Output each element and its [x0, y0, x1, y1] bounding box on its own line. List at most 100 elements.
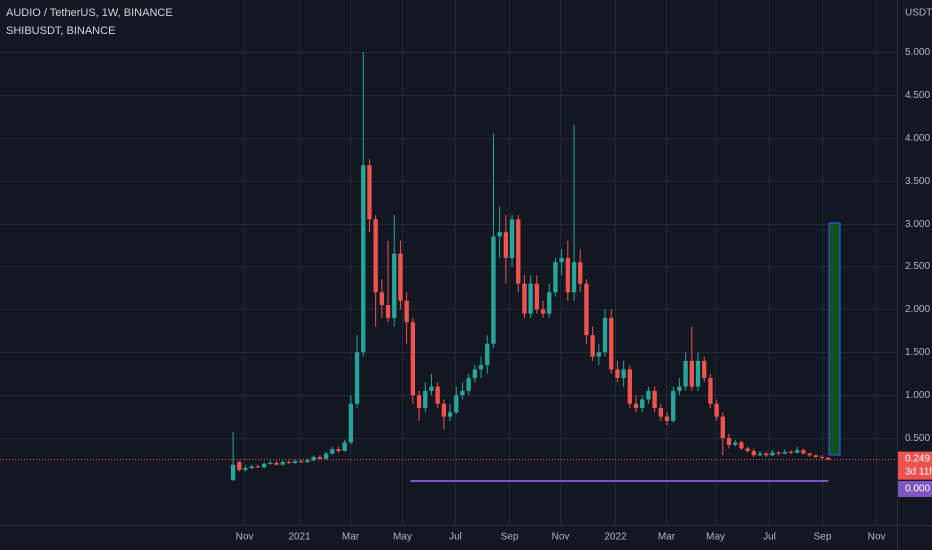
candle-body — [367, 165, 372, 220]
chart-title: AUDIO / TetherUS, 1W, BINANCE — [6, 7, 173, 19]
candle-body — [764, 453, 769, 456]
candle-body — [708, 378, 713, 404]
candle-body — [404, 300, 409, 323]
candle-body — [472, 369, 478, 379]
candle-body — [633, 403, 639, 409]
x-tick-label: Nov — [236, 532, 254, 543]
candle-body — [664, 416, 670, 421]
y-tick-label: 1.000 — [905, 390, 930, 401]
candle-body — [640, 399, 645, 409]
candle-body — [447, 412, 453, 417]
candle-body — [795, 450, 800, 453]
y-tick-label: 0.500 — [905, 433, 930, 444]
candle-body — [584, 283, 589, 336]
overlay-legend: SHIBUSDT, BINANCE — [6, 25, 115, 37]
y-tick-label: 2.500 — [905, 261, 930, 272]
candle-body — [478, 365, 484, 370]
candle-body — [788, 451, 794, 453]
candle-body — [757, 453, 763, 456]
candle-body — [317, 456, 323, 459]
candle-body — [720, 416, 725, 439]
candle-body — [652, 390, 657, 409]
candle-body — [398, 253, 403, 301]
candle-body — [813, 455, 818, 457]
candle-body — [609, 317, 614, 370]
drawn-rectangle — [828, 222, 841, 456]
candle-body — [807, 453, 812, 456]
candle-body — [559, 257, 564, 263]
candle-body — [305, 460, 310, 463]
candle-body — [503, 232, 509, 258]
candle-body — [323, 453, 329, 459]
y-tick-label: 3.000 — [905, 219, 930, 230]
y-tick-label: 3.500 — [905, 176, 930, 187]
candle-body — [416, 395, 422, 409]
candle-body — [497, 232, 502, 237]
candle-body — [627, 369, 632, 404]
candle-body — [243, 468, 248, 470]
candle-body — [658, 408, 663, 417]
candle-body — [689, 360, 694, 387]
candle-body — [739, 442, 744, 449]
y-tick-label: 2.000 — [905, 304, 930, 315]
candle-body — [342, 442, 347, 451]
x-tick-label: 2021 — [288, 532, 311, 543]
candle-body — [516, 219, 521, 284]
x-tick-label: Nov — [552, 532, 570, 543]
candle-body — [646, 390, 651, 400]
candle-body — [261, 463, 267, 468]
candle-body — [621, 369, 626, 379]
candle-body — [255, 466, 261, 468]
candle-body — [590, 335, 595, 357]
candle-body — [348, 403, 354, 443]
candle-body — [423, 390, 428, 409]
y-tick-label: 5.000 — [905, 47, 930, 58]
candle-body — [454, 395, 459, 413]
candle-body — [770, 452, 775, 456]
candle-body — [602, 317, 608, 353]
candle-body — [286, 462, 292, 464]
overlay-price-box — [898, 480, 932, 497]
x-tick-label: Jul — [763, 532, 776, 543]
candle-body — [292, 461, 298, 463]
candle-body — [571, 262, 577, 293]
candle-body — [733, 442, 738, 445]
candle-body — [801, 450, 806, 454]
x-tick-label: May — [706, 532, 725, 543]
candle-body — [299, 461, 304, 463]
last-price-box — [898, 451, 932, 480]
x-tick-label: Nov — [868, 532, 886, 543]
candle-body — [429, 386, 434, 391]
candle-body — [819, 456, 825, 458]
candle-body — [491, 236, 496, 344]
candle-body — [509, 219, 515, 258]
candle-body — [695, 360, 701, 387]
candle-body — [330, 449, 335, 454]
y-unit: USDT — [905, 8, 932, 19]
last-price-label: 0.249 — [905, 453, 930, 464]
candle-body — [361, 165, 366, 353]
x-tick-label: May — [393, 532, 412, 543]
candle-body — [373, 219, 378, 293]
x-tick-label: Sep — [501, 532, 519, 543]
candle-body — [683, 360, 688, 387]
candle-body — [540, 309, 546, 314]
candle-body — [249, 466, 254, 469]
candle-body — [392, 253, 397, 318]
candle-body — [751, 450, 756, 456]
candle-body — [280, 462, 285, 465]
candle-body — [565, 257, 571, 293]
candle-body — [354, 352, 360, 404]
candle-body — [615, 369, 620, 379]
candle-body — [671, 390, 676, 421]
candle-body — [460, 390, 465, 396]
candle-body — [702, 360, 707, 379]
candle-body — [528, 283, 533, 314]
candle-body — [237, 462, 242, 470]
candle-body — [714, 403, 719, 417]
candle-body — [485, 343, 490, 366]
candle-body — [311, 456, 316, 461]
